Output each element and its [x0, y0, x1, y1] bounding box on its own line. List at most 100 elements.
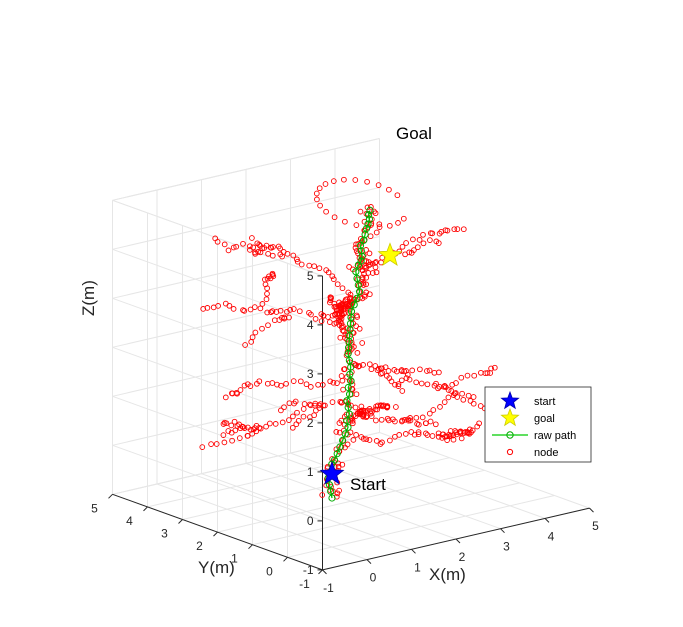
node-point — [331, 214, 338, 221]
node-point — [344, 441, 351, 448]
node-point — [327, 297, 334, 304]
node-point — [327, 378, 334, 385]
node-point — [454, 226, 461, 232]
node-point — [364, 178, 370, 185]
node-point — [394, 192, 401, 199]
node-point — [294, 409, 300, 416]
node-point — [322, 181, 329, 187]
node-point — [267, 420, 273, 427]
node-point — [254, 240, 261, 247]
node-point — [392, 381, 398, 388]
raw-path-point — [346, 390, 354, 398]
x-tick — [500, 528, 505, 534]
node-point — [387, 437, 393, 444]
node-point — [450, 436, 457, 443]
node-point — [406, 376, 413, 383]
node-point — [369, 270, 376, 276]
raw-path-point — [328, 494, 336, 502]
node-point — [401, 417, 408, 423]
y-tick — [143, 506, 148, 512]
node-point — [430, 407, 437, 413]
node-point — [353, 432, 359, 438]
node-point — [269, 272, 276, 278]
node-point — [356, 325, 363, 332]
node-point — [396, 432, 403, 438]
node-point — [208, 441, 214, 447]
node-point — [251, 304, 258, 310]
node-point — [367, 410, 374, 417]
x-tick-label: 2 — [459, 550, 466, 564]
y-tick-label: 2 — [196, 539, 203, 553]
node-point — [368, 413, 375, 420]
node-point — [376, 221, 383, 228]
node-point — [286, 417, 292, 423]
x-tick-label: 0 — [370, 571, 377, 585]
raw-path-point — [357, 257, 365, 265]
legend-item-start: start — [500, 390, 555, 410]
node-point — [212, 235, 219, 242]
node-point — [436, 230, 443, 237]
node-point — [407, 417, 414, 424]
node-point — [469, 427, 476, 434]
node-point — [398, 368, 405, 374]
raw-path-point — [356, 242, 365, 250]
node-point — [286, 314, 292, 321]
node-point — [229, 390, 235, 397]
node-point — [265, 322, 271, 329]
node-point — [317, 202, 323, 209]
raw-path-point — [353, 274, 361, 282]
x-tick-label: 1 — [414, 560, 421, 574]
node-point — [379, 370, 386, 376]
axes — [108, 138, 594, 575]
node-point — [423, 420, 429, 427]
node-point — [399, 418, 405, 425]
node-point — [231, 418, 238, 425]
node-point — [442, 384, 449, 391]
node-point — [459, 390, 465, 397]
node-point — [419, 414, 426, 421]
legend-node-label: node — [534, 447, 558, 459]
node-point — [453, 431, 460, 438]
y-tick-label: 5 — [91, 501, 98, 515]
y-tick — [318, 569, 323, 575]
node-point — [306, 262, 313, 269]
node-point — [433, 380, 439, 387]
x-tick — [589, 507, 594, 513]
node-point — [303, 381, 310, 388]
node-point — [323, 208, 329, 215]
node-point — [221, 439, 228, 446]
box-edge — [112, 138, 380, 201]
node-point — [460, 396, 467, 403]
raw-path-point — [325, 481, 333, 489]
node-point — [313, 190, 320, 197]
node-point — [342, 218, 348, 225]
x-axis-label: X(m) — [429, 565, 466, 584]
node-point — [248, 426, 254, 433]
node-point — [346, 264, 352, 270]
node-point — [290, 252, 297, 259]
node-point — [300, 406, 307, 412]
grid-line — [112, 248, 323, 326]
node-point — [199, 444, 206, 450]
node-point — [366, 437, 373, 443]
node-point — [307, 414, 313, 420]
node-point — [386, 222, 393, 229]
goal-annotation: Goal — [396, 124, 432, 143]
node-point — [409, 367, 416, 374]
node-point — [278, 382, 284, 389]
node-point — [220, 421, 227, 427]
raw-path-point — [365, 215, 373, 223]
node-point — [411, 431, 418, 438]
node-point — [371, 208, 377, 215]
x-tick-label: 4 — [548, 529, 555, 543]
node-point — [228, 422, 235, 429]
x-tick-label: 5 — [592, 519, 599, 533]
node-point — [406, 249, 413, 256]
node-point — [247, 306, 254, 313]
node-point — [408, 429, 415, 435]
node-point — [254, 380, 260, 387]
node-point — [366, 250, 373, 257]
node-point — [213, 441, 220, 447]
y-tick — [213, 531, 218, 537]
